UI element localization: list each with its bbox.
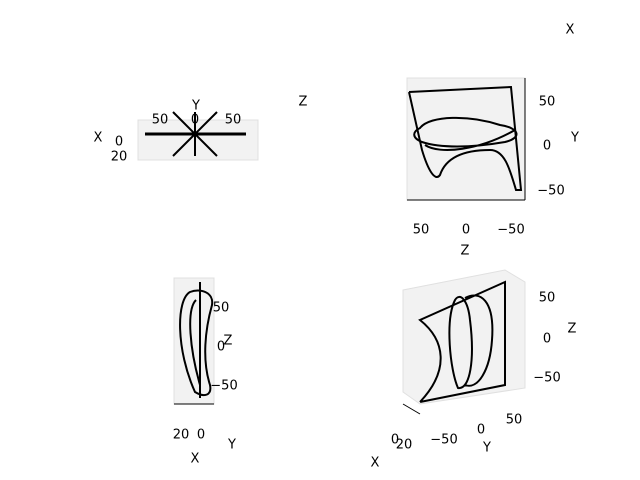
axis-label: Y <box>570 131 579 146</box>
axis-label: Y <box>227 438 236 453</box>
axis-label: X <box>94 131 103 146</box>
trajectory <box>413 116 518 151</box>
tick-label: 0 <box>191 113 199 128</box>
axis-label: X <box>191 452 200 467</box>
tick-label: 0 <box>115 135 123 150</box>
tick-label: −50 <box>210 379 237 394</box>
tick-label: 50 <box>506 413 523 428</box>
tick-label: −50 <box>497 223 524 238</box>
tick-label: 0 <box>391 433 399 448</box>
tick-label: 50 <box>413 223 430 238</box>
tick-label: 0 <box>543 139 551 154</box>
tick-label: 50 <box>225 113 242 128</box>
trajectory <box>145 111 246 157</box>
tick-label: 0 <box>477 423 485 438</box>
tick-label: −50 <box>537 184 564 199</box>
trajectory <box>179 282 214 398</box>
axis-label: Z <box>568 322 577 337</box>
axis-label: Z <box>461 244 470 259</box>
tick-label: 20 <box>396 438 413 453</box>
tick-label: 0 <box>543 332 551 347</box>
pane <box>406 77 526 201</box>
tick-label: 0 <box>217 340 225 355</box>
tick-label: −50 <box>533 371 560 386</box>
axis-label: X <box>566 23 575 38</box>
pane <box>402 269 526 405</box>
tick-label: 50 <box>152 113 169 128</box>
tick-label: 50 <box>539 291 556 306</box>
axis-label: Y <box>482 441 491 456</box>
axis-label: Y <box>191 99 200 114</box>
tick-label: 50 <box>213 301 230 316</box>
tick-label: 20 <box>111 150 128 165</box>
axis-label: X <box>371 456 380 471</box>
pane <box>137 119 259 161</box>
tick-label: 50 <box>539 95 556 110</box>
tick-label: −50 <box>430 433 457 448</box>
axis-line <box>402 403 421 415</box>
trajectory <box>418 280 506 403</box>
trajectory <box>408 85 523 191</box>
tick-label: 20 <box>173 428 190 443</box>
tick-label: 0 <box>462 223 470 238</box>
tick-label: 0 <box>197 428 205 443</box>
axis-label: Z <box>299 95 308 110</box>
axis-label: Z <box>224 334 233 349</box>
